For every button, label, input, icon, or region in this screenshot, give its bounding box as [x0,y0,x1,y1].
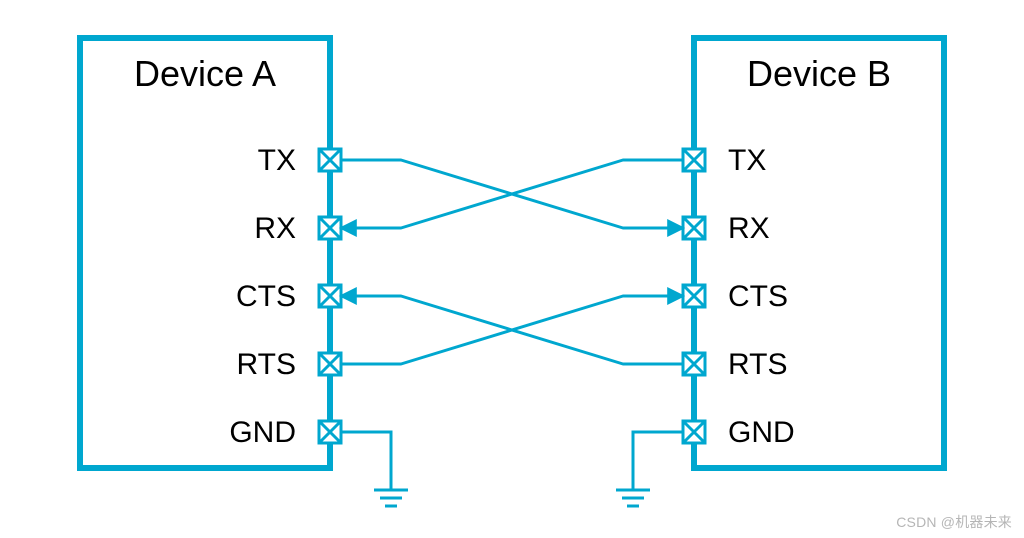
pin-a-gnd-label: GND [229,416,296,449]
device-b-box [694,38,944,468]
pin-b-rx-label: RX [728,212,770,245]
pin-a-cts-label: CTS [236,280,296,313]
device-b-title: Device B [747,53,891,94]
pin-b-tx-label: TX [728,144,766,177]
pin-a-tx-label: TX [258,144,296,177]
pin-a-rx-label: RX [254,212,296,245]
pin-b-rts-label: RTS [728,348,787,381]
wire-b-TX-to-a-RX [355,160,683,228]
ground-wire-b [633,432,683,490]
device-a-title: Device A [134,53,276,94]
serial-crossover-diagram: Device A TX RX CTS RTS GND Device B TX RX CTS RTS G… [0,0,1024,538]
pin-b-cts-label: CTS [728,280,788,313]
wire-b-RTS-to-a-CTS [355,296,683,364]
pin-b-gnd-label: GND [728,416,795,449]
wire-a-TX-to-b-RX [341,160,669,228]
ground-wire-a [341,432,391,490]
device-a-box [80,38,330,468]
pin-a-rts-label: RTS [237,348,296,381]
wire-a-RTS-to-b-CTS [341,296,669,364]
watermark-text: CSDN @机器未来 [896,512,1012,532]
